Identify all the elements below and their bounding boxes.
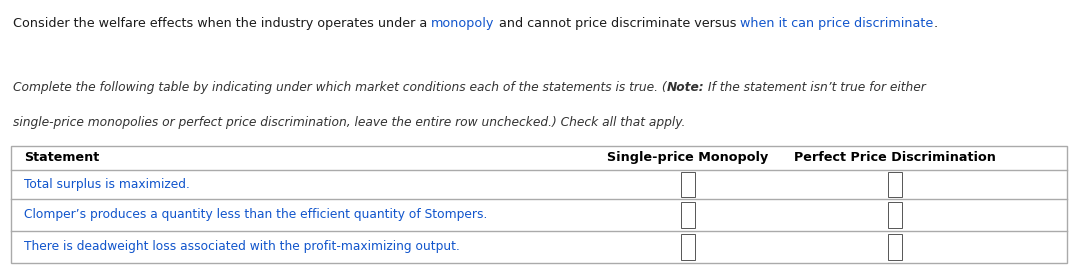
Text: Consider the welfare effects when the industry operates under a: Consider the welfare effects when the in… (13, 17, 431, 30)
Bar (681, 202, 695, 227)
Text: single-price monopolies or perfect price discrimination, leave the entire row un: single-price monopolies or perfect price… (13, 116, 686, 129)
Text: Complete the following table by indicating under which market conditions each of: Complete the following table by indicati… (13, 81, 666, 95)
Text: Total surplus is maximized.: Total surplus is maximized. (24, 178, 190, 191)
Text: when it can price discriminate: when it can price discriminate (741, 17, 934, 30)
Text: Note:: Note: (666, 81, 704, 95)
Text: If the statement isn’t true for either: If the statement isn’t true for either (704, 81, 926, 95)
Bar (681, 171, 695, 197)
Bar (888, 234, 902, 260)
Text: .: . (934, 17, 938, 30)
Text: and cannot price discriminate versus: and cannot price discriminate versus (495, 17, 741, 30)
Text: Statement: Statement (24, 151, 99, 164)
Text: monopoly: monopoly (431, 17, 495, 30)
Text: There is deadweight loss associated with the profit-maximizing output.: There is deadweight loss associated with… (24, 241, 459, 253)
Bar (888, 202, 902, 227)
Bar (681, 234, 695, 260)
Text: Single-price Monopoly: Single-price Monopoly (607, 151, 769, 164)
Bar (888, 171, 902, 197)
Text: Perfect Price Discrimination: Perfect Price Discrimination (793, 151, 996, 164)
Text: Clomper’s produces a quantity less than the efficient quantity of Stompers.: Clomper’s produces a quantity less than … (24, 209, 487, 221)
